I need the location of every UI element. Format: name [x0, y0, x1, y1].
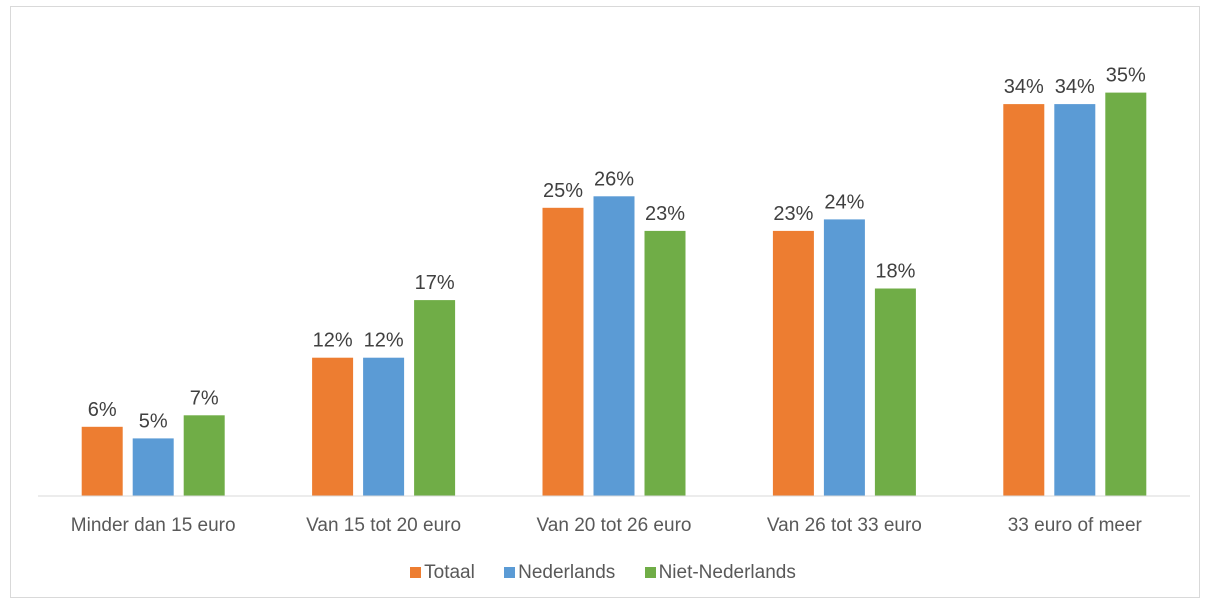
legend-swatch-nederlands: [504, 567, 516, 578]
bar-totaal-3: [542, 207, 584, 497]
data-label-nederlands-4: 24%: [824, 191, 864, 213]
x-tick-label-2: Van 15 tot 20 euro: [306, 515, 461, 536]
data-label-niet-nederlands-4: 18%: [875, 261, 915, 283]
legend-label-niet-nederlands: Niet-Nederlands: [658, 562, 796, 583]
bar-niet-nederlands-1: [183, 415, 225, 496]
data-label-totaal-1: 6%: [88, 399, 117, 421]
legend-item-totaal: Totaal: [410, 562, 475, 584]
data-label-nederlands-3: 26%: [594, 168, 634, 190]
bar-nederlands-2: [363, 357, 405, 496]
legend-item-niet-nederlands: Niet-Nederlands: [644, 562, 796, 584]
bar-nederlands-4: [823, 219, 865, 496]
bar-niet-nederlands-3: [644, 230, 686, 496]
x-tick-labels-layer: Minder dan 15 euro Van 15 tot 20 euro Van …: [71, 515, 1143, 536]
bar-totaal-1: [81, 426, 123, 496]
legend-label-nederlands: Nederlands: [518, 562, 616, 583]
bar-totaal-5: [1003, 104, 1045, 496]
bar-nederlands-1: [132, 438, 174, 496]
bar-nederlands-5: [1054, 104, 1096, 496]
legend-swatch-totaal: [410, 567, 422, 578]
data-label-totaal-4: 23%: [773, 203, 813, 225]
legend-swatch-niet-nederlands: [644, 567, 656, 578]
data-label-nederlands-5: 34%: [1055, 76, 1095, 98]
bar-niet-nederlands-4: [874, 288, 916, 496]
data-label-niet-nederlands-3: 23%: [645, 203, 685, 225]
bars-layer: [81, 92, 1147, 497]
bar-totaal-2: [312, 357, 354, 496]
x-tick-label-3: Van 20 tot 26 euro: [537, 515, 692, 536]
data-label-niet-nederlands-5: 35%: [1106, 65, 1146, 87]
data-label-totaal-5: 34%: [1004, 76, 1044, 98]
x-tick-label-1: Minder dan 15 euro: [71, 515, 236, 536]
data-label-nederlands-1: 5%: [139, 410, 168, 432]
data-label-niet-nederlands-1: 7%: [190, 387, 219, 409]
bar-totaal-4: [772, 230, 814, 496]
legend: Totaal Nederlands Niet-Nederlands: [0, 562, 1206, 584]
legend-label-totaal: Totaal: [424, 562, 475, 583]
data-label-niet-nederlands-2: 17%: [415, 272, 455, 294]
x-tick-label-4: Van 26 tot 33 euro: [767, 515, 922, 536]
data-labels-layer: 6% 5% 7% 12% 12% 17% 25% 26% 23% 23% 24% 18% 34% 34% 3…: [88, 65, 1146, 433]
data-label-totaal-3: 25%: [543, 180, 583, 202]
bar-niet-nederlands-2: [414, 300, 456, 496]
bar-nederlands-3: [593, 196, 635, 497]
x-tick-label-5: 33 euro of meer: [1008, 515, 1143, 536]
bar-niet-nederlands-5: [1105, 92, 1147, 496]
legend-item-nederlands: Nederlands: [504, 562, 615, 584]
data-label-nederlands-2: 12%: [364, 330, 404, 352]
data-label-totaal-2: 12%: [313, 330, 353, 352]
